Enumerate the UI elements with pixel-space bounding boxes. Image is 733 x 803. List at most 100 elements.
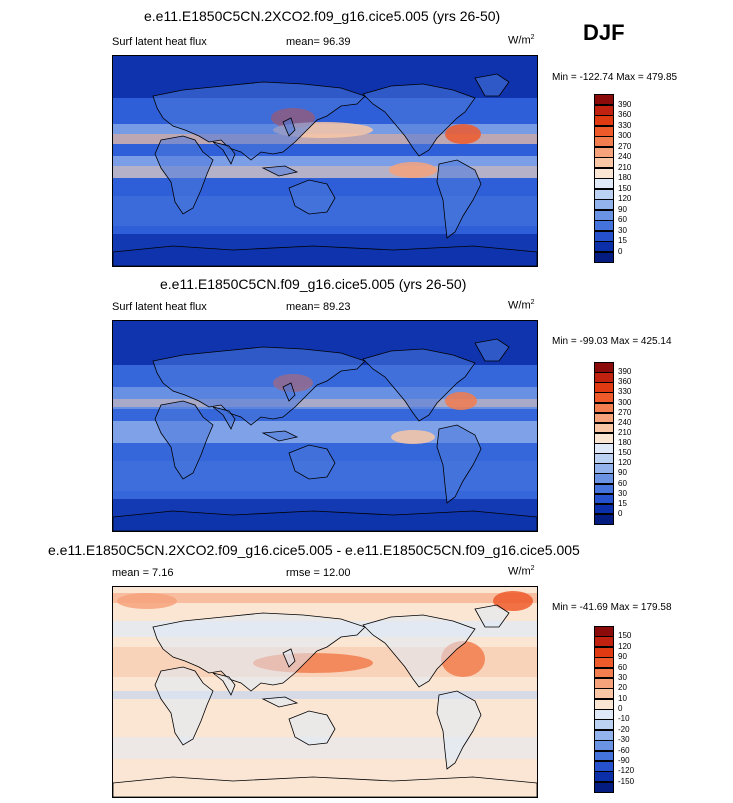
colorbar-tick-label: -150 <box>618 776 635 786</box>
panel-1-min-max: Min = -122.74 Max = 479.85 <box>552 72 678 83</box>
panel-1-title: e.e11.E1850C5CN.2XCO2.f09_g16.cice5.005 … <box>144 8 501 24</box>
colorbar-swatch <box>594 626 614 637</box>
colorbar-tick-label: -90 <box>618 755 630 765</box>
colorbar-swatch <box>594 453 614 464</box>
colorbar-tick-label: 0 <box>618 508 623 518</box>
colorbar-swatch <box>594 115 614 126</box>
colorbar-swatch <box>594 209 614 221</box>
colorbar-tick-label: -30 <box>618 735 630 745</box>
colorbar-tick-label: 0 <box>618 246 623 256</box>
panel-3-map <box>112 586 538 798</box>
colorbar-swatch <box>594 382 614 393</box>
colorbar-swatch <box>594 750 614 762</box>
colorbar-tick-label: -10 <box>618 714 630 724</box>
panel-3-title: e.e11.E1850C5CN.2XCO2.f09_g16.cice5.005 … <box>48 542 580 558</box>
colorbar-tick-label: 60 <box>618 662 627 672</box>
colorbar-swatch <box>594 443 614 454</box>
colorbar-swatch <box>594 771 614 783</box>
colorbar-swatch <box>594 781 614 793</box>
colorbar-swatch <box>594 636 614 648</box>
colorbar-swatch <box>594 463 614 474</box>
colorbar-swatch <box>594 688 614 700</box>
colorbar-tick-label: 15 <box>618 498 627 508</box>
colorbar-swatch <box>594 157 614 168</box>
colorbar-swatch <box>594 709 614 720</box>
colorbar-swatch <box>594 646 614 658</box>
colorbar-tick-label: 0 <box>618 704 623 713</box>
colorbar-tick-label: 120 <box>618 458 632 468</box>
colorbar-swatch <box>594 432 614 444</box>
colorbar-swatch <box>594 362 614 373</box>
colorbar-swatch <box>594 104 614 116</box>
panel-1-unit-label: W/m2 <box>508 34 535 47</box>
colorbar-swatch <box>594 657 614 668</box>
panel-3-rmse-label: rmse = 12.00 <box>286 567 351 579</box>
colorbar-tick-label: 150 <box>618 448 632 458</box>
colorbar-tick-label: 20 <box>618 683 627 693</box>
panel-2-colorbar: 390 360 330 300 270 240 210 180 150 120 90 60 30 15 0 <box>594 362 644 525</box>
colorbar-swatch <box>594 392 614 403</box>
colorbar-swatch <box>594 493 614 505</box>
colorbar-tick-label: 30 <box>618 488 627 498</box>
colorbar-swatch <box>594 146 614 158</box>
colorbar-tick-label: 270 <box>618 141 632 151</box>
colorbar-tick-label: 270 <box>618 407 632 417</box>
colorbar-swatch <box>594 94 614 105</box>
colorbar-tick-label: 180 <box>618 173 632 182</box>
panel-1-mean-label: mean= 96.39 <box>286 36 351 48</box>
colorbar-tick-label: 150 <box>618 631 632 641</box>
colorbar-tick-label: -20 <box>618 724 630 734</box>
colorbar-swatch <box>594 230 614 242</box>
colorbar-tick-label: 30 <box>618 672 627 682</box>
season-label: DJF <box>583 20 625 45</box>
colorbar-swatch <box>594 136 614 147</box>
colorbar-tick-label: 240 <box>618 417 632 427</box>
colorbar-swatch <box>594 251 614 263</box>
colorbar-tick-label: 90 <box>618 468 627 478</box>
colorbar-tick-label: 60 <box>618 478 627 488</box>
colorbar-tick-label: 150 <box>618 183 632 193</box>
colorbar-swatch <box>594 188 614 200</box>
colorbar-tick-label: 390 <box>618 99 632 109</box>
panel-2-title: e.e11.E1850C5CN.f09_g16.cice5.005 (yrs 2… <box>160 276 467 292</box>
colorbar-tick-label: 390 <box>618 367 632 377</box>
colorbar-tick-label: 120 <box>618 641 632 651</box>
colorbar-swatch <box>594 167 614 179</box>
colorbar-swatch <box>594 412 614 424</box>
colorbar-tick-label: 360 <box>618 110 632 119</box>
colorbar-tick-label: 210 <box>618 427 632 437</box>
colorbar-swatch <box>594 719 614 731</box>
colorbar-swatch <box>594 729 614 741</box>
panel-1-colorbar: 390 360 330 300 270 240 210 180 150 120 90 60 30 15 0 <box>594 94 644 263</box>
colorbar-tick-label: 300 <box>618 131 632 140</box>
colorbar-tick-label: 330 <box>618 120 632 130</box>
colorbar-tick-label: -60 <box>618 745 630 755</box>
panel-2-min-max: Min = -99.03 Max = 425.14 <box>552 336 672 347</box>
colorbar-swatch <box>594 473 614 484</box>
colorbar-swatch <box>594 241 614 252</box>
colorbar-swatch <box>594 667 614 679</box>
panel-2-variable-label: Surf latent heat flux <box>112 301 207 313</box>
colorbar-swatch <box>594 220 614 231</box>
colorbar-swatch <box>594 178 614 189</box>
colorbar-tick-label: 90 <box>618 652 627 662</box>
colorbar-swatch <box>594 422 614 434</box>
panel-3-unit-label: W/m2 <box>508 565 535 578</box>
colorbar-swatch <box>594 372 614 383</box>
colorbar-tick-label: 60 <box>618 215 627 224</box>
panel-2-unit-label: W/m2 <box>508 299 535 312</box>
colorbar-tick-label: 300 <box>618 397 632 407</box>
colorbar-swatch <box>594 513 614 525</box>
colorbar-swatch <box>594 698 614 710</box>
colorbar-tick-label: 30 <box>618 225 627 235</box>
colorbar-tick-label: 180 <box>618 438 632 447</box>
colorbar-swatch <box>594 740 614 751</box>
panel-3-min-max: Min = -41.69 Max = 179.58 <box>552 602 672 613</box>
panel-1-variable-label: Surf latent heat flux <box>112 36 207 48</box>
colorbar-tick-label: 330 <box>618 387 632 397</box>
colorbar-swatch <box>594 483 614 495</box>
colorbar-tick-label: 90 <box>618 204 627 214</box>
colorbar-tick-label: 15 <box>618 236 627 245</box>
colorbar-tick-label: 120 <box>618 194 632 203</box>
colorbar-swatch <box>594 677 614 689</box>
